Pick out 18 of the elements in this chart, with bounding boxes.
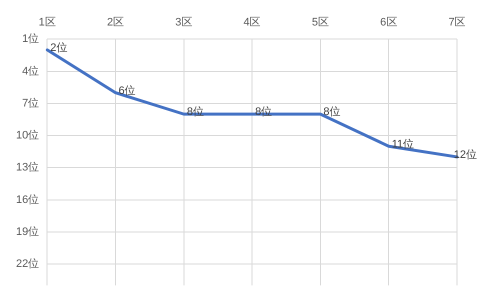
y-tick-label: 10位 — [16, 130, 40, 142]
y-tick-label: 13位 — [16, 162, 40, 174]
y-tick-label: 1位 — [22, 33, 40, 46]
x-tick-label: 7区 — [448, 16, 466, 29]
y-tick-label: 4位 — [22, 65, 40, 78]
x-tick-label: 3区 — [175, 16, 192, 29]
x-tick-label: 5区 — [312, 16, 329, 29]
y-tick-label: 19位 — [16, 226, 40, 238]
x-tick-label: 2区 — [106, 16, 124, 29]
x-tick-label: 1区 — [38, 16, 56, 29]
x-tick-label: 6区 — [380, 16, 398, 29]
data-label: 8位 — [323, 106, 341, 118]
y-tick-label: 16位 — [16, 194, 40, 206]
data-label: 2位 — [50, 42, 68, 54]
data-label: 12位 — [454, 148, 478, 161]
x-tick-label: 4区 — [244, 16, 261, 29]
y-tick-label: 7位 — [22, 97, 40, 110]
y-tick-label: 22位 — [16, 258, 40, 270]
